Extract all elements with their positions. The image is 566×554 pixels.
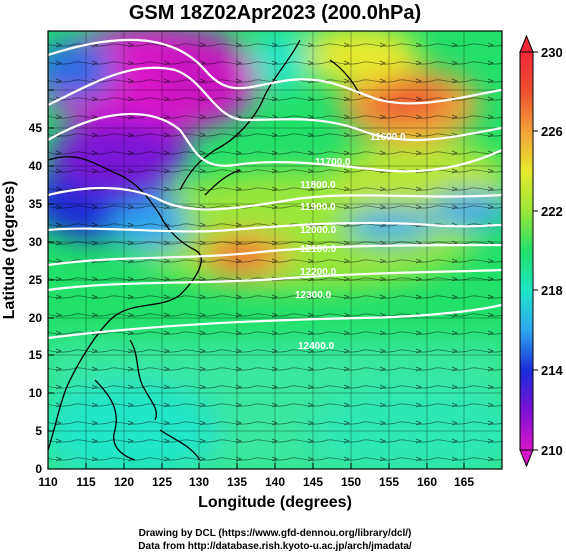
x-tick-label: 160 (417, 475, 437, 489)
credit-drawing: Drawing by DCL (https://www.gfd-dennou.o… (139, 528, 412, 539)
y-axis: 0 5 10 15 20 25 30 35 40 45 Latitude (de… (1, 89, 54, 476)
x-tick-label: 130 (189, 475, 209, 489)
x-axis: 110 115 120 125 130 135 140 145 150 155 … (38, 463, 474, 511)
contour-labels: 11600.0 11700.0 11800.0 11900.0 12000.0 … (295, 132, 406, 352)
x-tick-label: 150 (341, 475, 361, 489)
y-tick-label: 0 (35, 462, 42, 476)
contour-label: 11800.0 (300, 180, 336, 191)
colorbar-tick-label: 222 (541, 204, 563, 219)
colorbar-tick-label: 214 (541, 363, 563, 378)
graticule (48, 31, 502, 469)
colorbar: 230 226 222 218 214 210 (519, 34, 563, 468)
colorbar-tick-label: 226 (541, 124, 563, 139)
x-tick-label: 155 (379, 475, 399, 489)
x-tick-label: 115 (76, 475, 96, 489)
y-tick-label: 10 (29, 386, 43, 400)
contour-label: 12300.0 (295, 290, 332, 301)
y-tick-label: 20 (29, 311, 43, 325)
y-tick-label: 30 (29, 235, 43, 249)
x-tick-label: 110 (38, 475, 58, 489)
colorbar-tick-label: 230 (541, 45, 563, 60)
y-tick-label: 45 (29, 121, 43, 135)
x-axis-label: Longitude (degrees) (198, 494, 352, 511)
coastlines (48, 39, 361, 461)
chart-title: GSM 18Z02Apr2023 (200.0hPa) (129, 2, 421, 24)
height-contours (48, 38, 502, 340)
plot-area: 11600.0 11700.0 11800.0 11900.0 12000.0 … (48, 31, 502, 469)
colorbar-bottom-arrow (519, 449, 534, 468)
y-tick-label: 40 (29, 159, 43, 173)
contour-label: 12000.0 (300, 225, 337, 236)
credit-data: Data from http://database.rish.kyoto-u.a… (138, 541, 412, 552)
x-tick-label: 135 (227, 475, 247, 489)
x-tick-label: 125 (152, 475, 172, 489)
colorbar-tick-label: 218 (541, 283, 563, 298)
colorbar-ramp (519, 51, 534, 451)
contour-label: 12400.0 (298, 341, 335, 352)
colorbar-top-arrow (519, 34, 534, 53)
y-tick-label: 35 (29, 197, 43, 211)
contour-label: 11900.0 (300, 202, 336, 213)
y-tick-label: 15 (29, 348, 43, 362)
colorbar-tick-label: 210 (541, 443, 563, 458)
contour-label: 11600.0 (370, 132, 406, 143)
x-tick-label: 140 (265, 475, 285, 489)
contour-label: 12100.0 (300, 244, 337, 255)
y-tick-label: 5 (35, 424, 42, 438)
y-axis-label: Latitude (degrees) (1, 181, 18, 320)
contour-label: 12200.0 (300, 267, 337, 278)
y-tick-label: 25 (29, 273, 43, 287)
x-tick-label: 145 (303, 475, 323, 489)
contour-label: 11700.0 (315, 157, 351, 168)
x-tick-label: 120 (114, 475, 134, 489)
x-tick-label: 165 (454, 475, 474, 489)
